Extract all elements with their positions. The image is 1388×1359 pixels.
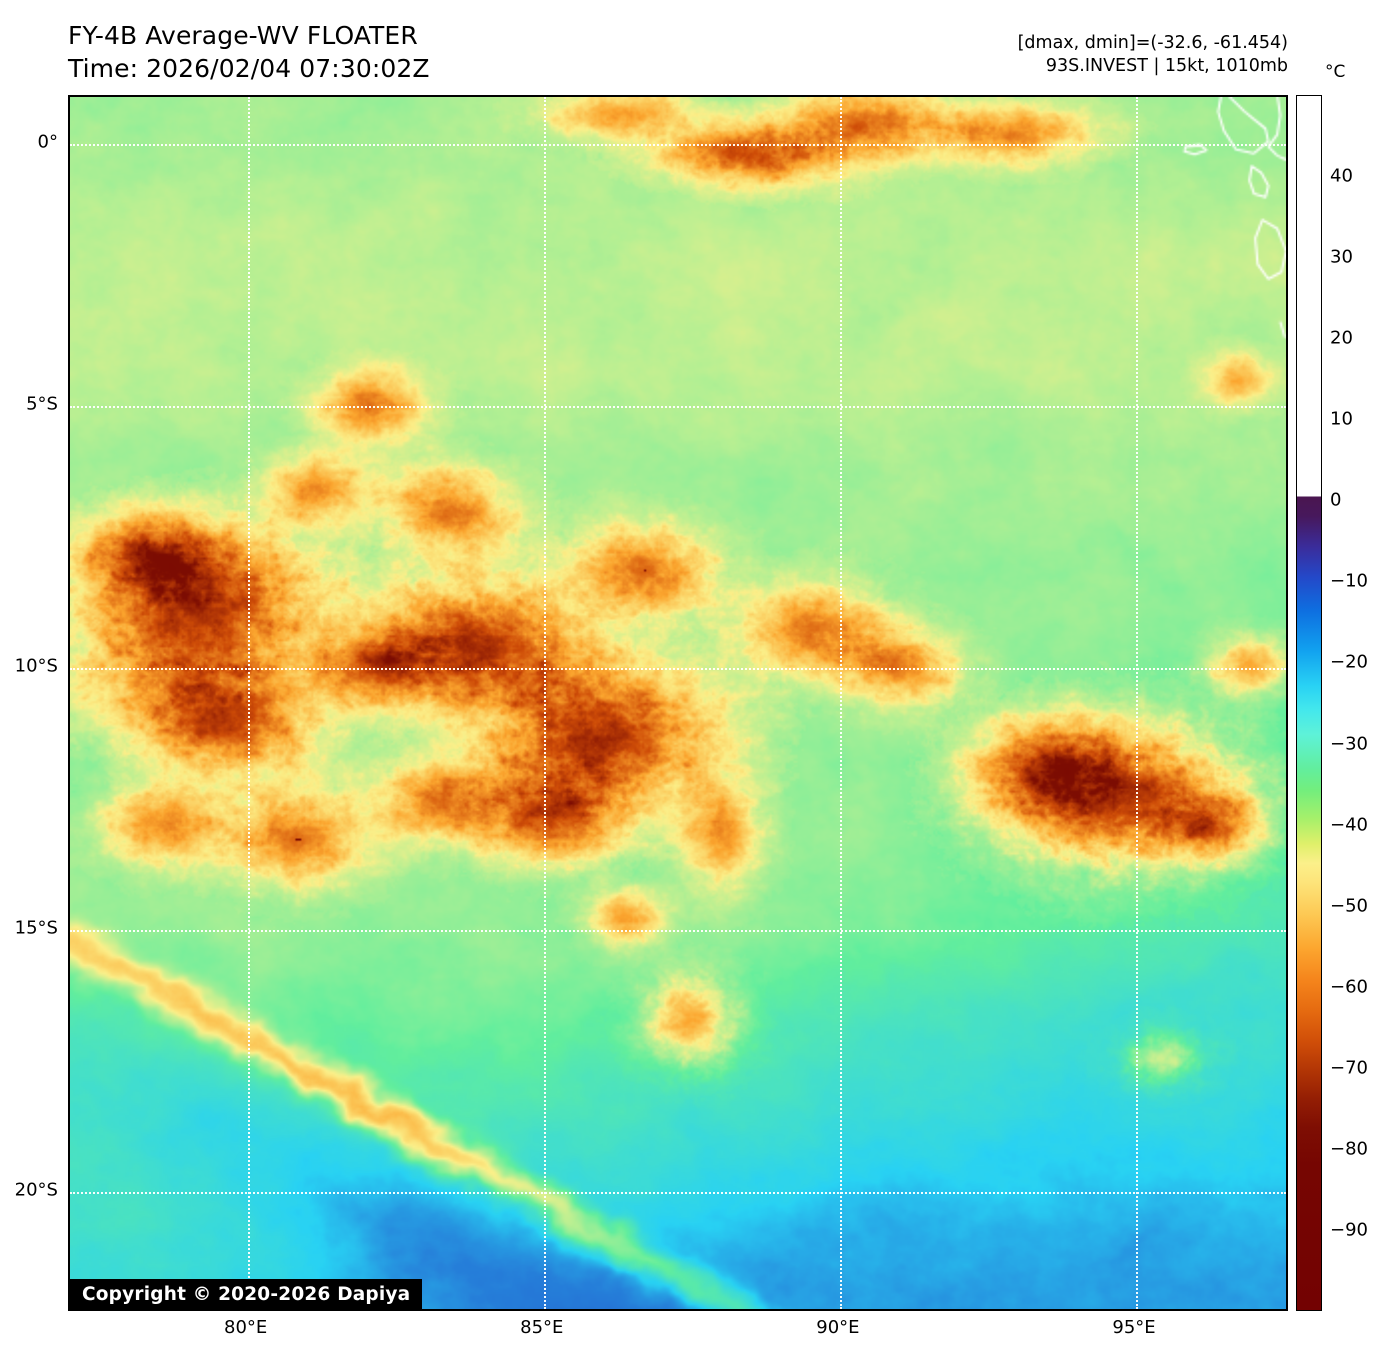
satellite-map-plot[interactable] [68, 95, 1288, 1311]
colorbar-tick-label-6: −20 [1330, 651, 1368, 673]
colorbar-tick-label-5: −10 [1330, 570, 1368, 592]
lat-tick-label-0: 0° [37, 131, 58, 153]
colorbar-tick-label-4: 0 [1330, 489, 1342, 511]
colorbar-tick-label-3: 10 [1330, 408, 1353, 430]
colorbar-gradient [1296, 95, 1322, 1311]
colorbar-tick-label-10: −60 [1330, 976, 1368, 998]
page-title: FY-4B Average-WV FLOATER [68, 21, 418, 50]
lat-tick-label-3: 15°S [14, 917, 58, 939]
colorbar-tick-label-12: −80 [1330, 1138, 1368, 1160]
colorbar-tick-label-9: −50 [1330, 895, 1368, 917]
lat-tick-label-2: 10°S [14, 655, 58, 677]
colorbar-tick-label-7: −30 [1330, 733, 1368, 755]
satellite-imagery-canvas [70, 97, 1286, 1309]
colorbar-unit-label: °C [1325, 62, 1346, 82]
timestamp-label: Time: 2026/02/04 07:30:02Z [68, 53, 430, 83]
lon-tick-label-1: 85°E [520, 1317, 564, 1338]
colorbar-tick-label-11: −70 [1330, 1057, 1368, 1079]
lat-tick-label-4: 20°S [14, 1179, 58, 1201]
colorbar-container[interactable] [1296, 95, 1322, 1311]
title-block: FY-4B Average-WV FLOATER Time: 2026/02/0… [68, 20, 430, 85]
copyright-banner: Copyright © 2020-2026 Dapiya [70, 1279, 423, 1311]
lat-tick-label-1: 5°S [26, 393, 58, 415]
colorbar-tick-label-0: 40 [1330, 165, 1353, 187]
storm-info-label: 93S.INVEST | 15kt, 1010mb [1045, 56, 1288, 77]
colorbar-tick-label-2: 20 [1330, 327, 1353, 349]
dmax-dmin-label: [dmax, dmin]=(-32.6, -61.454) [1017, 33, 1288, 53]
colorbar-tick-label-13: −90 [1330, 1219, 1368, 1241]
metadata-block: [dmax, dmin]=(-32.6, -61.454) 93S.INVEST… [1018, 32, 1288, 78]
lon-tick-label-2: 90°E [816, 1317, 860, 1338]
lon-tick-label-0: 80°E [224, 1317, 268, 1338]
colorbar-tick-label-1: 30 [1330, 246, 1353, 268]
lon-tick-label-3: 95°E [1112, 1317, 1156, 1338]
colorbar-tick-label-8: −40 [1330, 814, 1368, 836]
